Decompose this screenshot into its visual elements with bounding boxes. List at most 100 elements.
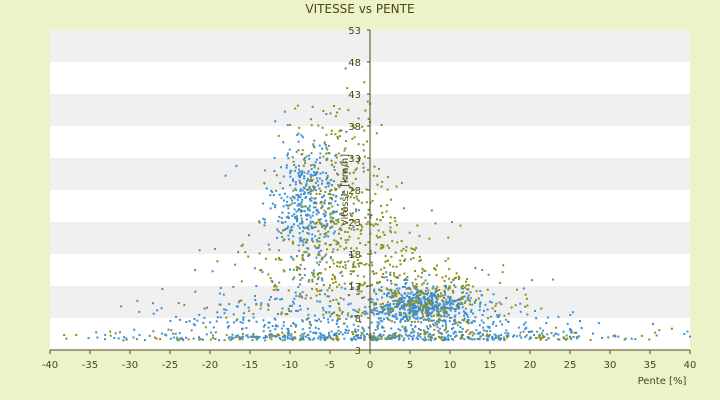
data-point [267, 321, 270, 324]
data-point [248, 319, 251, 322]
data-point [386, 279, 389, 282]
data-point [218, 303, 221, 306]
data-point [360, 334, 363, 337]
data-point [288, 309, 291, 312]
data-point [332, 312, 335, 315]
data-point [407, 309, 410, 312]
data-point [269, 194, 272, 197]
x-tick-label: -35 [82, 360, 98, 371]
data-point [329, 216, 332, 219]
data-point [198, 338, 201, 341]
data-point [507, 312, 510, 315]
data-point [408, 298, 411, 301]
data-point [363, 336, 366, 339]
data-point [426, 314, 429, 317]
data-point [357, 325, 360, 328]
data-point [479, 302, 482, 305]
data-point [300, 174, 303, 177]
data-point [385, 312, 388, 315]
data-point [381, 215, 384, 218]
data-point [460, 285, 463, 288]
data-point [437, 311, 440, 314]
data-point [286, 195, 289, 198]
data-point [292, 302, 295, 305]
data-point [568, 335, 571, 338]
data-point [414, 270, 417, 273]
data-point [404, 285, 407, 288]
data-point [422, 282, 425, 285]
data-point [419, 332, 422, 335]
data-point [500, 333, 503, 336]
data-point [404, 320, 407, 323]
data-point [351, 193, 354, 196]
data-point [335, 115, 338, 118]
data-point [319, 218, 322, 221]
data-point [275, 174, 278, 177]
data-point [408, 316, 411, 319]
data-point [118, 331, 121, 334]
data-point [234, 336, 237, 339]
data-point [109, 330, 112, 333]
data-point [360, 201, 363, 204]
data-point [352, 270, 355, 273]
data-point [377, 236, 380, 239]
data-point [386, 295, 389, 298]
data-point [412, 300, 415, 303]
data-point [433, 314, 436, 317]
data-point [503, 338, 506, 341]
data-point [357, 289, 360, 292]
data-point [439, 309, 442, 312]
data-point [306, 227, 309, 230]
data-point [389, 216, 392, 219]
data-point [441, 294, 444, 297]
data-point [427, 317, 430, 320]
data-point [239, 336, 242, 339]
data-point [376, 313, 379, 316]
data-point [399, 329, 402, 332]
data-point [478, 305, 481, 308]
data-point [428, 317, 431, 320]
data-point [338, 107, 341, 110]
data-point [351, 331, 354, 334]
data-point [419, 258, 422, 261]
data-point [289, 268, 292, 271]
data-point [478, 331, 481, 334]
axes [49, 29, 691, 354]
data-point [309, 192, 312, 195]
data-point [441, 320, 444, 323]
data-point [357, 209, 360, 212]
data-point [498, 313, 501, 316]
data-point [378, 280, 381, 283]
data-point [345, 139, 348, 142]
data-point [339, 213, 342, 216]
data-point [435, 297, 438, 300]
data-point [407, 287, 410, 290]
data-point [499, 281, 502, 284]
data-point [369, 249, 372, 252]
data-point [424, 333, 427, 336]
data-point [335, 338, 338, 341]
data-point [336, 135, 339, 138]
data-point [398, 334, 401, 337]
data-point [379, 235, 382, 238]
data-point [325, 152, 328, 155]
data-point [254, 336, 257, 339]
data-point [426, 306, 429, 309]
data-point [323, 236, 326, 239]
data-point [216, 316, 219, 319]
data-point [305, 226, 308, 229]
data-point [244, 251, 247, 254]
data-point [461, 335, 464, 338]
data-point [254, 299, 257, 302]
data-point [343, 248, 346, 251]
data-point [218, 292, 221, 295]
data-point [405, 329, 408, 332]
data-point [382, 273, 385, 276]
data-point [414, 312, 417, 315]
data-point [325, 225, 328, 228]
data-point [555, 326, 558, 329]
data-point [437, 320, 440, 323]
data-point [407, 301, 410, 304]
data-point [421, 306, 424, 309]
data-point [384, 337, 387, 340]
